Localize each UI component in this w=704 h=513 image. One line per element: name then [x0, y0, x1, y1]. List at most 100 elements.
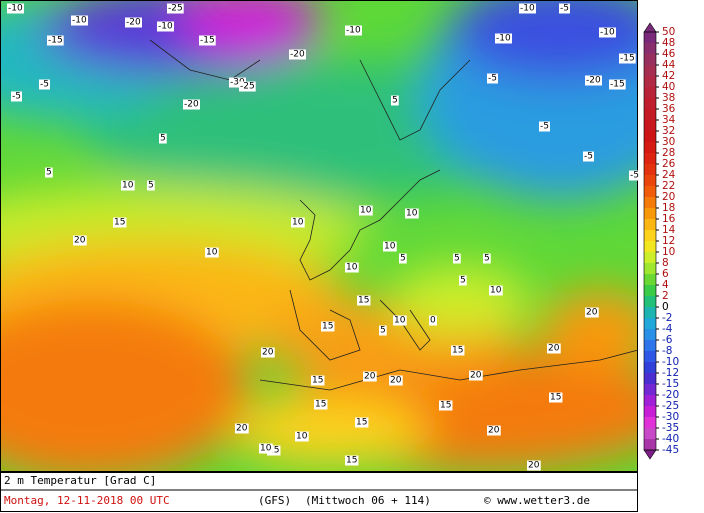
contour-label: -5: [630, 171, 639, 181]
contour-label-bg: [559, 3, 570, 14]
contour-label: 10: [384, 242, 396, 252]
contour-label: 15: [440, 401, 451, 411]
contour-label-bg: [391, 95, 399, 106]
legend-swatch: [644, 32, 656, 44]
contour-label: -5: [560, 4, 569, 14]
legend-swatch: [644, 351, 656, 363]
contour-label-bg: [405, 208, 419, 219]
contour-label-bg: [167, 3, 184, 14]
legend-label: -2: [662, 312, 672, 324]
legend-arrow: [643, 449, 657, 460]
legend-swatch: [644, 54, 656, 66]
contour-label-bg: [73, 235, 87, 246]
contour-label: 5: [484, 254, 490, 264]
contour-label-bg: [47, 35, 64, 46]
contour-label-bg: [357, 295, 371, 306]
contour-label: -15: [48, 36, 63, 46]
footer-credit: © www.wetter3.de: [484, 494, 590, 507]
legend-label: -25: [662, 400, 679, 412]
contour-label: 10: [206, 248, 218, 258]
legend-swatch: [644, 285, 656, 297]
legend-swatch: [644, 76, 656, 88]
contour-label: 5: [454, 254, 460, 264]
contour-label-bg: [629, 170, 640, 181]
contour-label-bg: [259, 443, 273, 454]
legend-swatch: [644, 142, 656, 154]
legend-swatch: [644, 65, 656, 77]
contour-label: -15: [620, 54, 635, 64]
legend-swatch: [644, 98, 656, 110]
legend-label: 24: [662, 169, 676, 181]
legend-label: -8: [662, 345, 672, 357]
contour-label: 10: [260, 444, 272, 454]
contour-label-bg: [314, 399, 328, 410]
contour-label-bg: [453, 253, 461, 264]
contour-label: 20: [488, 426, 500, 436]
contour-label: -10: [520, 4, 535, 14]
legend-swatch: [644, 230, 656, 242]
legend-label: 0: [662, 301, 669, 313]
contour-label: -10: [158, 22, 173, 32]
temperature-field: [0, 0, 638, 472]
contour-label-bg: [359, 205, 373, 216]
contour-label-bg: [289, 49, 306, 60]
contour-label: 20: [262, 348, 274, 358]
contour-label: -10: [496, 34, 511, 44]
contour-label: 15: [346, 456, 357, 466]
contour-label-bg: [291, 217, 305, 228]
legend-label: 42: [662, 70, 675, 82]
contour-label-bg: [487, 425, 501, 436]
legend-label: 26: [662, 158, 676, 170]
legend-swatch: [644, 241, 656, 253]
contour-label-bg: [539, 121, 550, 132]
contour-label-bg: [439, 400, 453, 411]
legend-swatch: [644, 197, 656, 209]
contour-label: 5: [460, 276, 466, 286]
contour-label-bg: [459, 275, 467, 286]
contour-label-bg: [205, 247, 219, 258]
legend-label: 32: [662, 125, 675, 137]
contour-label: -10: [8, 4, 23, 14]
contour-label-bg: [345, 455, 359, 466]
contour-label: 10: [122, 181, 134, 191]
footer-frame: [0, 472, 638, 512]
contour-label: -20: [586, 76, 601, 86]
contour-label-bg: [125, 17, 142, 28]
contour-label: -15: [200, 36, 215, 46]
contour-label: 10: [296, 432, 308, 442]
contour-label: -15: [610, 80, 625, 90]
contour-label-bg: [495, 33, 512, 44]
legend-label: 38: [662, 92, 675, 104]
legend-label: 50: [662, 26, 675, 38]
legend-swatch: [644, 406, 656, 418]
contour-label: 20: [236, 424, 248, 434]
contour-label: 15: [268, 446, 279, 456]
contour-label-bg: [549, 392, 563, 403]
contour-label-bg: [483, 253, 491, 264]
coastlines: [149, 39, 638, 391]
footer-run: (Mittwoch 06 + 114): [305, 494, 431, 507]
contour-label-bg: [547, 343, 561, 354]
contour-label: 20: [470, 371, 482, 381]
footer-date: Montag, 12-11-2018 00 UTC: [4, 494, 170, 507]
contour-label: -20: [184, 100, 199, 110]
contour-label: -5: [540, 122, 549, 132]
legend-label: 16: [662, 213, 676, 225]
contour-label-bg: [71, 15, 88, 26]
contour-label: -5: [40, 80, 49, 90]
legend-swatch: [644, 296, 656, 308]
contour-label-bg: [609, 79, 626, 90]
legend-label: 34: [662, 114, 676, 126]
legend-swatch: [644, 87, 656, 99]
contour-label: 10: [360, 206, 372, 216]
contour-label: 10: [490, 286, 502, 296]
contour-label-bg: [157, 21, 174, 32]
legend-swatch: [644, 120, 656, 132]
legend-swatch: [644, 109, 656, 121]
contour-label: 15: [315, 400, 326, 410]
legend-label: 2: [662, 290, 669, 302]
legend-swatch: [644, 362, 656, 374]
contour-label: 20: [364, 372, 376, 382]
contour-label: 10: [292, 218, 304, 228]
contour-label-bg: [379, 325, 387, 336]
